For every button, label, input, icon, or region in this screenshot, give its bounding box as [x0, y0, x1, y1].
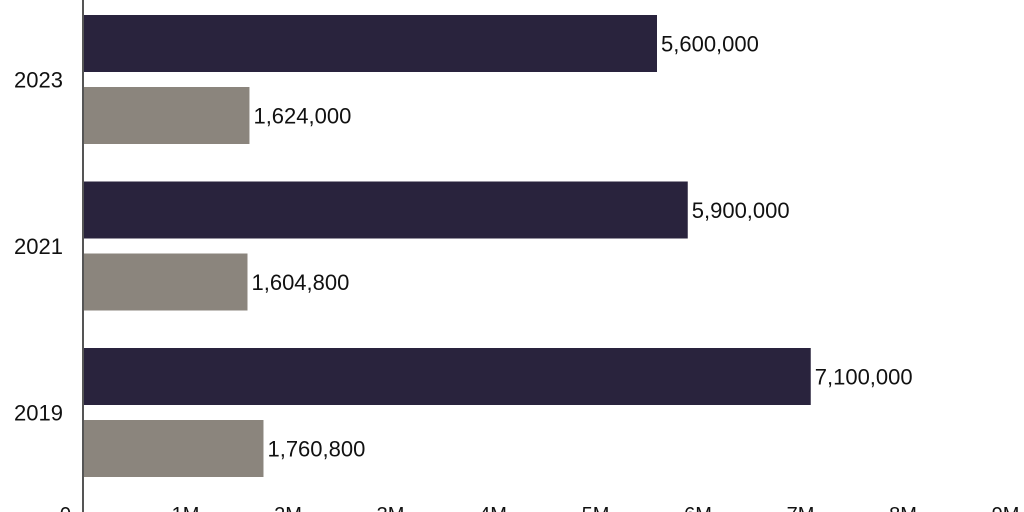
bar-2021-series-1: [83, 181, 688, 239]
x-tick-label-2M: 2M: [274, 504, 302, 512]
value-label-2021-series-1: 5,900,000: [692, 198, 790, 223]
x-tick-label-9M: 9M: [992, 504, 1020, 512]
bar-2023-series-2: [83, 87, 250, 144]
value-label-2019-series-2: 1,760,800: [267, 437, 365, 462]
year-label-2023: 2023: [14, 68, 63, 93]
value-label-2019-series-1: 7,100,000: [815, 365, 913, 390]
x-tick-label-8M: 8M: [889, 504, 917, 512]
year-label-2021: 2021: [14, 234, 63, 259]
bar-2023-series-1: [83, 15, 657, 72]
value-label-2023-series-2: 1,624,000: [253, 104, 351, 129]
bar-2019-series-1: [83, 348, 811, 405]
x-tick-label-7M: 7M: [787, 504, 815, 512]
value-label-2023-series-1: 5,600,000: [661, 32, 759, 57]
x-tick-label-0: 0: [60, 504, 71, 512]
bar-2021-series-2: [83, 253, 248, 311]
labels-layer: 5,600,000 1,624,000 2023 5,900,000 1,604,800…: [14, 32, 1019, 512]
x-tick-label-1M: 1M: [172, 504, 200, 512]
x-tick-label-3M: 3M: [377, 504, 405, 512]
x-tick-label-6M: 6M: [684, 504, 712, 512]
x-tick-label-5M: 5M: [582, 504, 610, 512]
bar-2019-series-2: [83, 420, 264, 477]
bars-layer: [83, 15, 811, 477]
year-label-2019: 2019: [14, 401, 63, 426]
value-label-2021-series-2: 1,604,800: [251, 270, 349, 295]
x-tick-label-4M: 4M: [479, 504, 507, 512]
